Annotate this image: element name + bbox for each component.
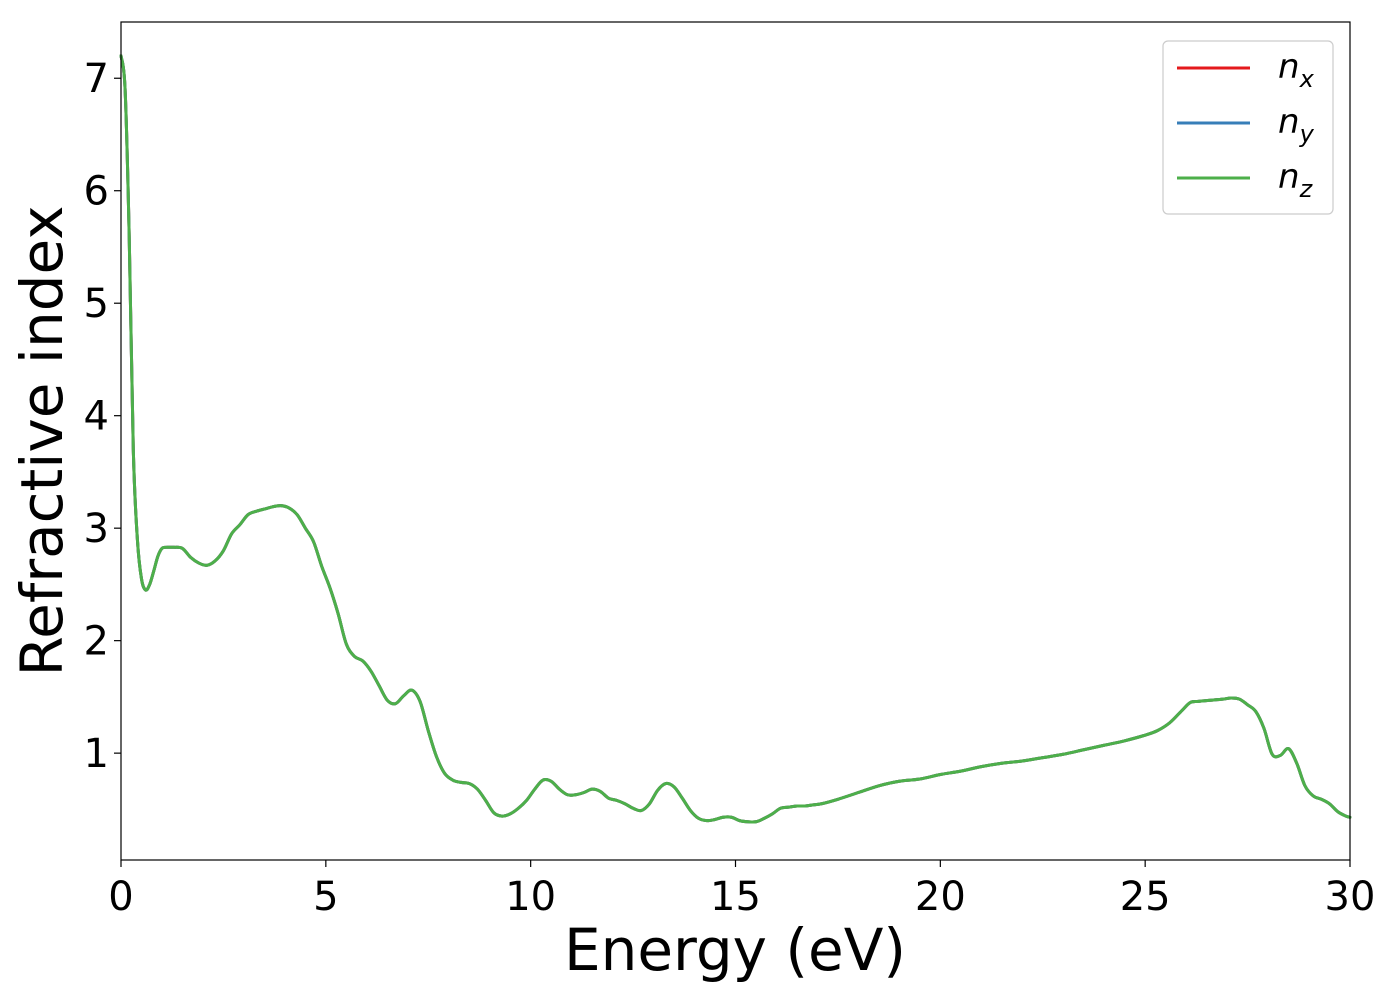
legend-box [1162, 40, 1334, 215]
series-layer [119, 54, 1352, 824]
x-tick-label: 10 [505, 874, 556, 920]
y-tick-label: 3 [84, 506, 109, 552]
y-axis-ticks: 1 2 3 4 5 6 7 [84, 56, 121, 777]
series-line-nz [119, 54, 1352, 824]
y-tick-label: 5 [84, 281, 109, 327]
y-tick-label: 1 [84, 731, 109, 777]
x-tick-label: 0 [108, 874, 133, 920]
x-tick-label: 20 [915, 874, 966, 920]
y-tick-label: 4 [84, 394, 109, 440]
x-tick-label: 15 [710, 874, 761, 920]
legend-label-nx: nx [1278, 47, 1315, 93]
x-axis-label: Energy (eV) [564, 916, 906, 984]
x-tick-label: 30 [1325, 874, 1376, 920]
y-tick-label: 7 [84, 56, 109, 102]
x-tick-label: 5 [313, 874, 338, 920]
y-tick-label: 2 [84, 619, 109, 665]
x-axis-ticks: 0 5 10 15 20 25 30 [108, 860, 1375, 920]
x-tick-label: 25 [1120, 874, 1171, 920]
legend-label-ny: ny [1278, 102, 1315, 148]
y-axis-label: Refractive index [8, 205, 76, 676]
legend: nx ny nz [1162, 40, 1334, 215]
legend-label-nz: nz [1278, 157, 1314, 203]
y-tick-label: 6 [84, 169, 109, 215]
